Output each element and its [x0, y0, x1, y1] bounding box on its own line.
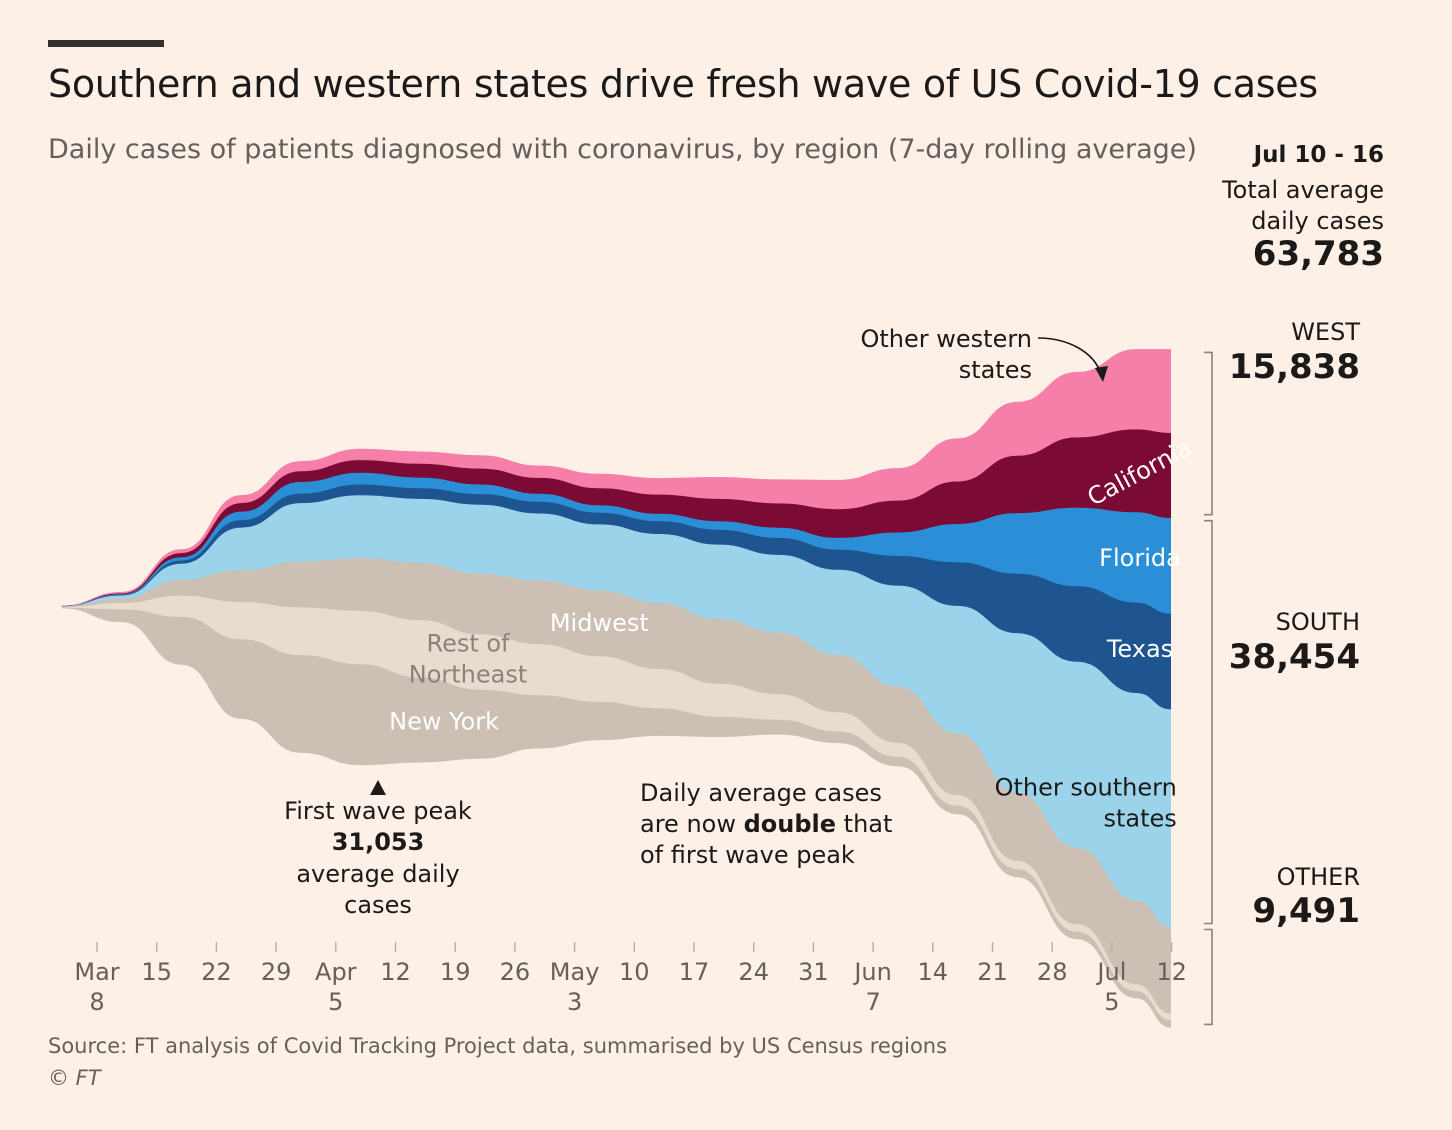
- x-tick-label: 3: [567, 988, 582, 1016]
- double-label-line1: Daily average cases: [640, 779, 882, 807]
- x-tick-label: 26: [500, 958, 531, 986]
- x-tick-label: 14: [918, 958, 949, 986]
- other-western-arrowhead: [1095, 366, 1108, 382]
- x-tick-label: Apr: [315, 958, 357, 986]
- double-label-emphasis: double: [744, 810, 836, 838]
- area-label-other-southern-states-1: states: [1103, 804, 1176, 832]
- bracket-other: [1204, 928, 1213, 1026]
- area-label-florida-0: Florida: [1099, 544, 1181, 572]
- x-tick-label: May: [550, 958, 600, 986]
- x-tick-label: 29: [261, 958, 292, 986]
- x-tick-label: 8: [89, 988, 104, 1016]
- bracket-west: [1204, 351, 1213, 516]
- totals-label-line1: Total average: [1221, 176, 1384, 204]
- area-label-rest-of-northeast-1: Northeast: [409, 661, 528, 689]
- x-tick-label: 12: [380, 958, 411, 986]
- x-tick-label: 5: [1104, 988, 1119, 1016]
- x-tick-label: 24: [738, 958, 769, 986]
- totals-label-line2: daily cases: [1251, 207, 1384, 235]
- chart-title: Southern and western states drive fresh …: [48, 62, 1318, 106]
- x-tick-label: 28: [1037, 958, 1068, 986]
- x-tick-label: 22: [201, 958, 232, 986]
- stream-areas: [61, 349, 1171, 1028]
- area-label-midwest-0: Midwest: [550, 609, 649, 637]
- chart-subtitle: Daily cases of patients diagnosed with c…: [48, 134, 1197, 165]
- double-label-line2: are now double that: [640, 810, 892, 838]
- area-other-western-states: [61, 349, 1171, 607]
- x-tick-label: 10: [619, 958, 650, 986]
- region-other-value: 9,491: [1252, 891, 1360, 931]
- x-tick-label: 21: [977, 958, 1008, 986]
- region-south-value: 38,454: [1229, 637, 1360, 677]
- annotations: Other western states First wave peak 31,…: [284, 142, 1384, 931]
- peak-label-line4: cases: [344, 891, 412, 919]
- double-label-line3: of first wave peak: [640, 841, 855, 869]
- area-label-new-york-0: New York: [389, 707, 499, 735]
- peak-marker-triangle: [370, 780, 386, 795]
- region-brackets: [1204, 351, 1213, 1026]
- peak-label-line3: average daily: [296, 860, 459, 888]
- double-label-line2-a: are now: [640, 810, 744, 838]
- peak-value: 31,053: [332, 828, 425, 856]
- x-tick-label: Jul: [1095, 958, 1126, 986]
- copyright-note: © FT: [48, 1066, 101, 1090]
- totals-period: Jul 10 - 16: [1252, 142, 1384, 168]
- x-tick-label: 31: [798, 958, 829, 986]
- area-label-other-southern-states-0: Other southern: [995, 773, 1177, 801]
- area-label-rest-of-northeast-0: Rest of: [426, 630, 510, 658]
- region-west-name: WEST: [1291, 318, 1360, 346]
- x-tick-label: 15: [141, 958, 172, 986]
- bracket-south: [1204, 519, 1213, 925]
- x-tick-label: Jun: [852, 958, 892, 986]
- other-western-label-line1: Other western: [860, 325, 1032, 353]
- source-note: Source: FT analysis of Covid Tracking Pr…: [48, 1034, 948, 1058]
- double-label-line2-c: that: [836, 810, 892, 838]
- region-west-value: 15,838: [1229, 347, 1360, 387]
- x-tick-label: Mar: [74, 958, 119, 986]
- x-tick-label: 7: [865, 988, 880, 1016]
- region-south-name: SOUTH: [1276, 608, 1360, 636]
- x-tick-label: 12: [1156, 958, 1187, 986]
- x-tick-label: 19: [440, 958, 471, 986]
- other-western-label-line2: states: [959, 356, 1032, 384]
- title-accent-bar: [48, 40, 164, 47]
- area-label-texas-0: Texas: [1106, 635, 1173, 663]
- region-other-name: OTHER: [1277, 863, 1360, 891]
- x-tick-label: 5: [328, 988, 343, 1016]
- area-labels: New York Rest of Northeast Midwest Other sou…: [389, 433, 1196, 832]
- x-tick-label: 17: [679, 958, 710, 986]
- peak-label-line1: First wave peak: [284, 797, 472, 825]
- other-western-arrow: [1037, 337, 1102, 375]
- totals-value: 63,783: [1253, 234, 1384, 274]
